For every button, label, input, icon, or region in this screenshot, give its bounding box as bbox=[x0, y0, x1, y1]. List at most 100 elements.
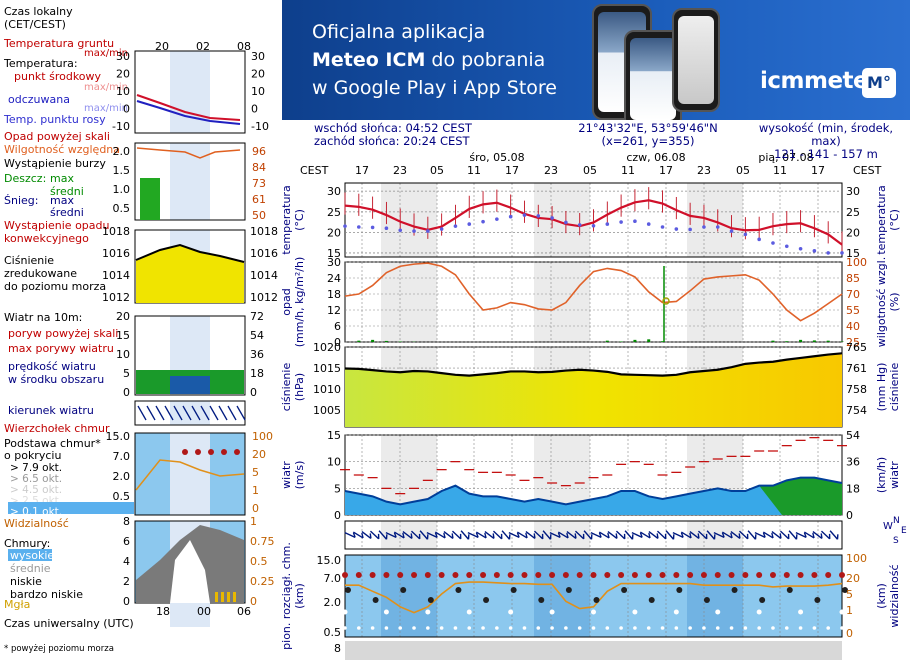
wind-arrow-head bbox=[557, 532, 561, 538]
wind-arrow-head bbox=[443, 532, 446, 539]
legend-humidity-line bbox=[136, 147, 241, 159]
legend-wind-arrow bbox=[209, 405, 219, 421]
cloud-base-dot-thin bbox=[798, 609, 804, 615]
cloud-base-dot bbox=[814, 597, 821, 603]
legend-cloud-base: o pokryciu bbox=[4, 449, 61, 462]
cloud-low-dot bbox=[508, 626, 513, 630]
wind-arrow-head bbox=[689, 532, 692, 539]
legend-wind-dir: kierunek wiatru bbox=[8, 404, 94, 417]
legend-temperature: Temperatura: bbox=[3, 57, 78, 70]
cloud-base-dot-thin bbox=[508, 609, 514, 615]
dew-point-dot bbox=[398, 228, 403, 233]
legend-kmh-tick: 54 bbox=[250, 329, 264, 342]
legend-pressure-tick-right: 1018 bbox=[250, 225, 278, 238]
cloud-base-dot bbox=[676, 587, 683, 593]
cloud-base-dot bbox=[621, 587, 628, 593]
legend-panel-0 bbox=[134, 50, 246, 134]
dew-point-dot bbox=[453, 224, 458, 228]
legend-fog-bar bbox=[233, 592, 236, 602]
wind-arrow-head bbox=[361, 532, 364, 539]
cloud-low-dot bbox=[357, 626, 361, 630]
legend-temp-tick: 30 bbox=[116, 50, 130, 63]
cloud-base-dot-thin bbox=[632, 609, 638, 615]
legend-wind-speed: prędkość wiatru bbox=[8, 360, 96, 373]
hour-tick: 23 bbox=[697, 164, 711, 177]
dew-point-dot bbox=[591, 223, 596, 228]
legend-wind-tick: 10 bbox=[116, 348, 130, 361]
legend-gust-above: poryw powyżej skali bbox=[8, 327, 118, 340]
day-label: pią, 07.08 bbox=[758, 151, 813, 164]
wind-arrow bbox=[492, 530, 503, 540]
wind-arrow-head bbox=[484, 532, 487, 539]
panel-4 bbox=[344, 520, 843, 550]
legend-humidity: Wilgotność względna bbox=[4, 143, 120, 156]
night-band bbox=[687, 555, 743, 637]
wind-arrow bbox=[697, 530, 708, 540]
wind-arrow-head bbox=[475, 532, 479, 538]
legend-fog-tick: 1 bbox=[250, 515, 257, 528]
height-info: wysokość (min, środek, max) 121 - 141 - … bbox=[746, 122, 906, 161]
dew-point-dot bbox=[771, 241, 775, 245]
wind-arrow bbox=[829, 530, 839, 540]
dew-point-dot bbox=[798, 246, 803, 251]
wind-arrow bbox=[672, 531, 684, 539]
precip-bar bbox=[605, 340, 609, 342]
legend-temp-ground-maxmin: max/min bbox=[84, 48, 128, 59]
dew-point-dot bbox=[508, 214, 513, 219]
panel-3 bbox=[340, 434, 847, 516]
legend-cloud-level: niskie bbox=[10, 575, 42, 588]
legend-night-band bbox=[170, 603, 210, 627]
y-tick-label: 1015 bbox=[313, 362, 341, 375]
wind-arrow bbox=[795, 531, 807, 539]
precip-bar bbox=[771, 340, 775, 342]
legend-cloud-level: bardzo niskie bbox=[10, 588, 83, 601]
legend-hour-utc: 06 bbox=[237, 605, 251, 618]
legend-convective: Wystąpienie opadu bbox=[4, 219, 109, 232]
wind-arrow bbox=[533, 530, 544, 540]
legend-wind-speed: w środku obszaru bbox=[8, 373, 104, 386]
legend-rain: Deszcz: bbox=[4, 172, 46, 185]
wind-arrow-head bbox=[516, 532, 520, 538]
legend-cloud-gap bbox=[170, 540, 210, 603]
cloud-low-dot bbox=[784, 626, 789, 630]
dew-point-dot bbox=[384, 226, 389, 231]
legend-vis-line bbox=[135, 459, 245, 491]
wind-arrow-head bbox=[648, 532, 651, 539]
dew-point-dot bbox=[564, 220, 568, 225]
humidity-line bbox=[344, 262, 843, 322]
cloud-top-dot bbox=[631, 572, 638, 578]
visibility-tick-label: 1 bbox=[846, 604, 853, 617]
wind-arrow bbox=[812, 531, 823, 539]
legend-wind-tick: 15 bbox=[116, 329, 130, 342]
legend-wind-arrow bbox=[218, 405, 228, 421]
app-promo-banner[interactable]: Oficjalna aplikacja Meteo ICM do pobrani… bbox=[282, 0, 910, 120]
legend-pressure-tick-right: 1014 bbox=[250, 269, 278, 282]
cloud-top-dot bbox=[383, 572, 390, 578]
legend-okt-highlight bbox=[8, 502, 134, 514]
legend-temp-tick: -10 bbox=[112, 120, 130, 133]
hour-tick: 17 bbox=[355, 164, 369, 177]
legend-cloud-cover-tick: 6 bbox=[123, 535, 130, 548]
legend-high-highlight bbox=[8, 549, 52, 561]
cloud-base-dot-thin bbox=[591, 609, 596, 615]
temperature-axis-label-right: (°C) bbox=[888, 209, 901, 231]
legend-cloud-cover-tick: 8 bbox=[123, 515, 130, 528]
legend-wind-arrow bbox=[155, 405, 165, 421]
hour-tick: 17 bbox=[659, 164, 673, 177]
wind-arrow bbox=[402, 531, 413, 539]
y2-tick-label: 20 bbox=[846, 226, 860, 239]
wind-arrow-head bbox=[598, 532, 602, 538]
panel-0 bbox=[343, 182, 844, 258]
wind-arrow-head bbox=[762, 532, 766, 538]
cloud-low-dot bbox=[619, 626, 623, 630]
cloud-base-dot bbox=[345, 587, 351, 593]
wind-arrow-head bbox=[639, 532, 643, 538]
cloud-top-dot bbox=[452, 572, 459, 578]
cloud-low-dot bbox=[412, 626, 416, 630]
legend-vis-tick: 100 bbox=[252, 430, 273, 443]
day-label: śro, 05.08 bbox=[469, 151, 524, 164]
legend-fog-tick: 0.5 bbox=[250, 555, 268, 568]
legend-dew-point: Temp. punktu rosy bbox=[3, 113, 106, 126]
legend-cloud-level: średnie bbox=[10, 562, 51, 575]
wind-arrow-head bbox=[451, 533, 454, 539]
